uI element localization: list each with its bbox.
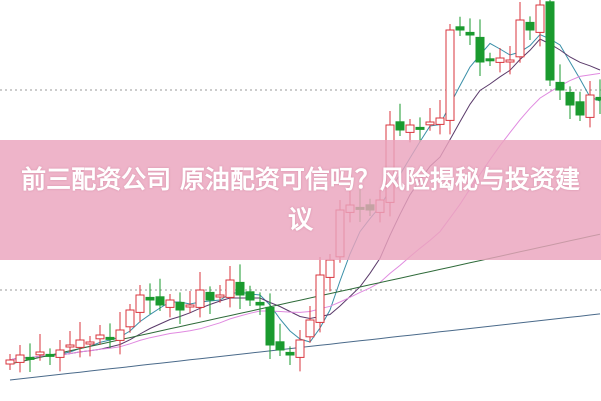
candle-body [125,309,135,328]
candle-body [425,121,435,126]
ma10-line [9,38,601,361]
candle-body [225,279,235,298]
candle-body [255,301,265,306]
ma-long-line [9,313,601,381]
candle-body [165,299,175,308]
candle-body [305,319,315,338]
candle-body [245,291,255,301]
candle-body [235,281,245,296]
title-banner: 前三配资公司 原油配资可信吗？风险揭秘与投资建议 [0,140,601,260]
candle-body [115,329,125,341]
candle-body [495,57,505,63]
candle-body [25,356,35,360]
candle-body [135,294,145,313]
candle-body [295,339,305,358]
candle-body [5,359,15,365]
candle-body [175,301,185,311]
candle-body [525,21,535,31]
candle-body [65,344,75,348]
candle-body [85,341,95,345]
ma5-line [9,33,601,361]
candle-body [185,304,195,308]
candle-body [555,81,565,91]
candle-body [535,4,545,33]
candle-body [575,101,585,116]
candle-body [55,349,65,358]
candle-body [45,353,55,357]
candle-body [35,351,45,356]
candle-body [485,58,495,62]
candle-body [155,296,165,306]
candle-body [465,31,475,36]
candle-body [545,1,555,81]
candle-body [195,289,205,308]
candle-body [95,334,105,340]
candle-body [585,94,595,118]
candle-body [435,117,445,125]
candle-body [405,124,415,133]
candle-body [505,59,515,63]
candle-body [105,336,115,340]
candle-body [325,259,335,278]
candle-body [475,36,485,63]
candle-body [415,126,425,130]
candle-body [15,354,25,363]
candle-body [565,91,575,106]
article-title: 前三配资公司 原油配资可信吗？风险揭秘与投资建议 [21,165,580,234]
candle-body [265,306,275,346]
candle-body [315,274,325,323]
candle-body [275,341,285,351]
candle-body [445,29,455,121]
candle-body [205,291,215,301]
candle-body [75,339,85,348]
candle-body [285,351,295,356]
candle-body [595,96,601,101]
candle-body [145,296,155,301]
candle-body [515,19,525,58]
candle-body [455,26,465,31]
candle-body [395,121,405,131]
candle-body [215,294,225,298]
